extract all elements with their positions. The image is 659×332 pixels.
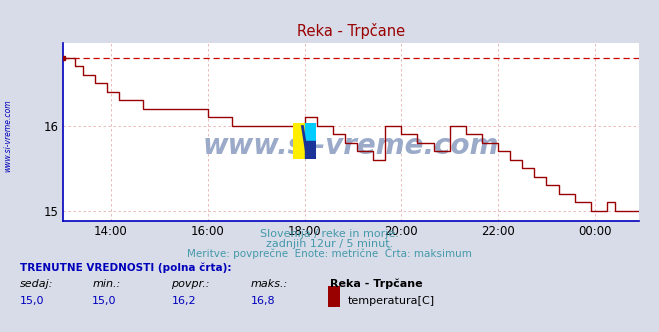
Text: sedaj:: sedaj: [20, 279, 53, 289]
Text: Meritve: povprečne  Enote: metrične  Črta: maksimum: Meritve: povprečne Enote: metrične Črta:… [187, 247, 472, 259]
Text: 16,8: 16,8 [250, 296, 275, 306]
Text: TRENUTNE VREDNOSTI (polna črta):: TRENUTNE VREDNOSTI (polna črta): [20, 262, 231, 273]
Text: zadnjih 12ur / 5 minut.: zadnjih 12ur / 5 minut. [266, 239, 393, 249]
Bar [304, 123, 316, 141]
Text: www.si-vreme.com: www.si-vreme.com [3, 100, 13, 172]
Text: 15,0: 15,0 [20, 296, 44, 306]
Text: Reka - Trpčane: Reka - Trpčane [330, 279, 422, 289]
Text: temperatura[C]: temperatura[C] [348, 296, 435, 306]
Text: www.si-vreme.com: www.si-vreme.com [203, 132, 499, 160]
Text: min.:: min.: [92, 279, 121, 289]
Text: 16,2: 16,2 [171, 296, 196, 306]
Bar [293, 123, 304, 159]
Text: 15,0: 15,0 [92, 296, 117, 306]
Text: Slovenija / reke in morje.: Slovenija / reke in morje. [260, 229, 399, 239]
Text: povpr.:: povpr.: [171, 279, 210, 289]
Title: Reka - Trpčane: Reka - Trpčane [297, 23, 405, 39]
Bar [304, 141, 316, 159]
Text: maks.:: maks.: [250, 279, 288, 289]
